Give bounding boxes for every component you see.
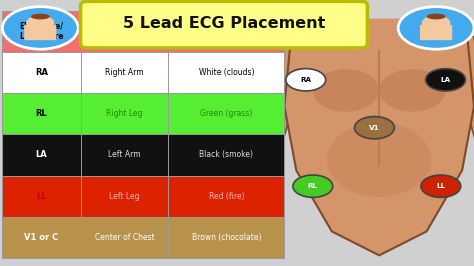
Text: Right Leg: Right Leg [106,109,143,118]
Text: White (clouds): White (clouds) [199,68,254,77]
Ellipse shape [313,69,379,112]
Text: RA: RA [35,68,48,77]
Circle shape [422,15,450,31]
Circle shape [293,175,333,197]
Text: Left Leg: Left Leg [109,192,140,201]
Ellipse shape [327,122,431,197]
FancyBboxPatch shape [81,52,168,93]
FancyBboxPatch shape [420,25,452,40]
Text: 5 Lead ECG Placement: 5 Lead ECG Placement [123,16,325,31]
FancyBboxPatch shape [81,217,168,258]
Text: V1: V1 [369,125,380,131]
FancyBboxPatch shape [168,134,284,176]
Polygon shape [284,32,474,255]
FancyBboxPatch shape [168,176,284,217]
Circle shape [398,7,474,49]
FancyBboxPatch shape [2,217,81,258]
Text: V1 or C: V1 or C [24,233,59,242]
Text: Electrode/
Lead Wire: Electrode/ Lead Wire [19,22,64,41]
FancyBboxPatch shape [2,134,81,176]
FancyBboxPatch shape [2,52,81,93]
FancyBboxPatch shape [2,11,81,52]
Text: Black (smoke): Black (smoke) [200,151,253,159]
Ellipse shape [427,14,446,19]
FancyBboxPatch shape [81,11,168,52]
FancyBboxPatch shape [168,11,284,52]
Text: Left Arm: Left Arm [108,151,141,159]
FancyBboxPatch shape [81,1,367,48]
Text: RA: RA [300,77,311,83]
Circle shape [355,117,394,139]
Text: Green (grass): Green (grass) [200,109,253,118]
Text: Red (fire): Red (fire) [209,192,244,201]
Ellipse shape [31,14,50,19]
Circle shape [26,15,55,31]
Polygon shape [275,32,292,152]
Text: RL: RL [308,183,318,189]
Circle shape [421,175,461,197]
Polygon shape [467,32,474,152]
Circle shape [286,69,326,91]
FancyBboxPatch shape [168,52,284,93]
FancyBboxPatch shape [24,25,56,40]
Text: Color: Color [215,27,237,36]
FancyBboxPatch shape [351,19,408,44]
Text: Center of Chest: Center of Chest [94,233,155,242]
Circle shape [2,7,78,49]
Circle shape [426,69,465,91]
Text: LA: LA [36,151,47,159]
FancyBboxPatch shape [81,176,168,217]
FancyBboxPatch shape [2,176,81,217]
Text: Brown (chocolate): Brown (chocolate) [191,233,261,242]
FancyBboxPatch shape [168,217,284,258]
FancyBboxPatch shape [2,93,81,134]
FancyBboxPatch shape [81,93,168,134]
Text: LA: LA [440,77,451,83]
FancyBboxPatch shape [168,93,284,134]
Text: LL: LL [36,192,47,201]
Text: Position: Position [107,27,142,36]
FancyBboxPatch shape [81,134,168,176]
Text: LL: LL [437,183,445,189]
Text: RL: RL [36,109,47,118]
Ellipse shape [379,69,446,112]
Text: Right Arm: Right Arm [105,68,144,77]
